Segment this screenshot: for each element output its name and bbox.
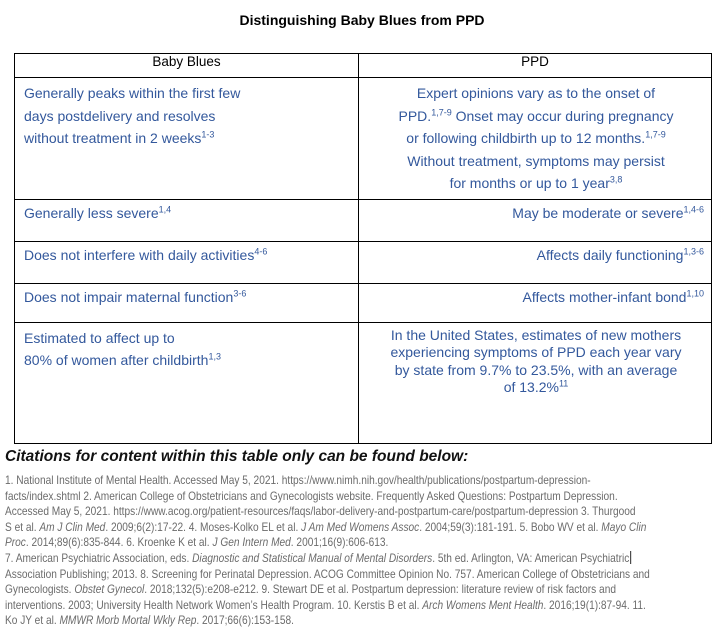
cell-ppd-mother-infant-bond: Affects mother-infant bond1,10 bbox=[358, 282, 712, 323]
cell-line: In the United States, estimates of new m… bbox=[390, 326, 682, 343]
cell-line: PPD.1,7-9 Onset may occur during pregnan… bbox=[398, 106, 674, 124]
cell-baby-blues-prevalence: Estimated to affect up to 80% of women a… bbox=[14, 321, 359, 444]
table-row: Does not impair maternal function3-6 Aff… bbox=[14, 282, 712, 323]
page-title: Distinguishing Baby Blues from PPD bbox=[239, 12, 485, 28]
cell-ppd-onset: Expert opinions vary as to the onset of … bbox=[358, 77, 712, 200]
column-header-baby-blues: Baby Blues bbox=[14, 53, 359, 78]
citations-heading: Citations for content within this table … bbox=[5, 448, 469, 465]
cell-ppd-severity: May be moderate or severe1,4-6 bbox=[358, 198, 712, 242]
cell-line: Expert opinions vary as to the onset of bbox=[416, 85, 656, 101]
table-row: Estimated to affect up to 80% of women a… bbox=[14, 321, 712, 444]
cell-line: for months or up to 1 year3,8 bbox=[449, 174, 623, 191]
citation-line: interventions. 2003; University Health N… bbox=[5, 597, 646, 612]
cell-line: days postdelivery and resolves bbox=[24, 107, 216, 124]
cell-line: 80% of women after childbirth1,3 bbox=[24, 351, 221, 368]
cell-baby-blues-daily-activities: Does not interfere with daily activities… bbox=[14, 240, 359, 284]
cell-line: Without treatment, symptoms may persist bbox=[407, 152, 665, 169]
cell-line: Estimated to affect up to bbox=[24, 329, 175, 346]
citations-list: 1. National Institute of Mental Health. … bbox=[5, 473, 724, 629]
citation-line: Accessed May 5, 2021. https://www.acog.o… bbox=[5, 504, 636, 519]
text-cursor bbox=[630, 550, 632, 564]
citation-line: 7. American Psychiatric Association, eds… bbox=[5, 550, 632, 567]
table-row: Generally peaks within the first few day… bbox=[14, 77, 712, 200]
table-header-row: Baby Blues PPD bbox=[14, 53, 712, 78]
citation-line: facts/index.shtml 2. American College of… bbox=[5, 488, 618, 503]
cell-line: without treatment in 2 weeks1-3 bbox=[24, 129, 215, 146]
cell-baby-blues-severity: Generally less severe1,4 bbox=[14, 198, 359, 242]
citation-line: 1. National Institute of Mental Health. … bbox=[5, 473, 591, 487]
table-row: Does not interfere with daily activities… bbox=[14, 240, 712, 284]
cell-ppd-prevalence: In the United States, estimates of new m… bbox=[358, 321, 712, 444]
comparison-table: Baby Blues PPD Generally peaks within th… bbox=[14, 53, 712, 444]
cell-line: Generally peaks within the first few bbox=[24, 85, 241, 101]
citation-line: Proc. 2014;89(6):835-844. 6. Kroenke K e… bbox=[5, 535, 389, 550]
table-row: Generally less severe1,4 May be moderate… bbox=[14, 198, 712, 242]
cell-line: of 13.2%11 bbox=[503, 378, 569, 395]
column-header-ppd: PPD bbox=[358, 53, 712, 78]
cell-baby-blues-maternal-function: Does not impair maternal function3-6 bbox=[14, 282, 359, 323]
cell-line: by state from 9.7% to 23.5%, with an ave… bbox=[394, 361, 678, 378]
cell-line: experiencing symptoms of PPD each year v… bbox=[390, 344, 682, 360]
citation-line: Gynecologists. Obstet Gynecol. 2018;132(… bbox=[5, 582, 616, 597]
cell-ppd-daily-functioning: Affects daily functioning1,3-6 bbox=[358, 240, 712, 284]
citation-line: Ko JY et al. MMWR Morb Mortal Wkly Rep. … bbox=[5, 613, 294, 628]
citation-line: Association Publishing; 2013. 8. Screeni… bbox=[5, 566, 650, 581]
cell-line: or following childbirth up to 12 months.… bbox=[406, 129, 666, 146]
citation-line: S et al. Am J Clin Med. 2009;6(2):17-22.… bbox=[5, 519, 647, 534]
cell-baby-blues-onset: Generally peaks within the first few day… bbox=[14, 77, 359, 200]
